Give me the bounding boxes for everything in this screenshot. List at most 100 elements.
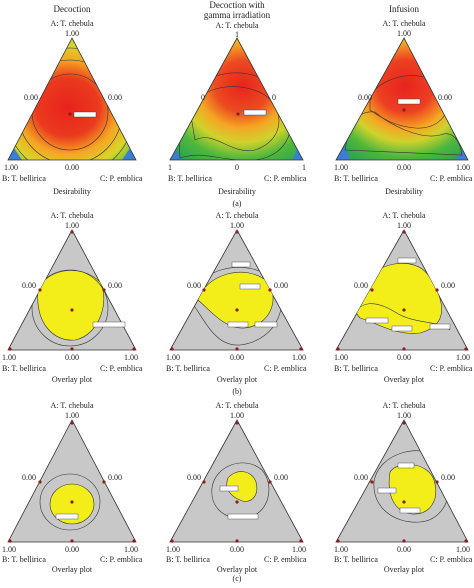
- bottom-right-value: 1: [302, 163, 306, 172]
- vertex-label-a: A: T. chebula: [50, 401, 93, 410]
- bottom-left-value: 1.00: [4, 163, 18, 172]
- vertex-label-a: A: T. chebula: [215, 401, 258, 410]
- panel-title-line2: gamma irradiation: [204, 10, 271, 20]
- left-axis-value: 0.00: [22, 473, 36, 482]
- design-point: [102, 480, 106, 484]
- bottom-center-value: 0.00: [230, 545, 244, 554]
- contour-label-flag: [239, 283, 261, 290]
- panel-title: Decoction: [54, 4, 91, 14]
- right-axis-value: 0.00: [274, 281, 288, 290]
- panel-overlay-c3: A: T. chebula 1.00 0.00 0.00 1.00 0.00 1…: [334, 401, 473, 574]
- design-point: [70, 500, 74, 504]
- design-point: [235, 230, 239, 234]
- design-point: [299, 347, 303, 351]
- feasible-region: [355, 263, 442, 334]
- contour-label-flag: [397, 257, 417, 264]
- vertex-label-c: C: P. emblica: [430, 364, 473, 373]
- design-point: [202, 480, 206, 484]
- left-axis-value: 0.00: [187, 473, 201, 482]
- left-axis-value: 0: [201, 93, 205, 102]
- bottom-right-value: 1.00: [456, 353, 470, 362]
- x-axis-label: Overlay plot: [384, 565, 425, 574]
- left-axis-value: 0.00: [354, 281, 368, 290]
- bottom-center-value: 0.00: [397, 545, 411, 554]
- design-point: [38, 480, 42, 484]
- vertex-label-c: C: P. emblica: [100, 555, 143, 564]
- vertex-value-a: 1: [235, 30, 239, 39]
- design-point: [132, 539, 136, 543]
- x-axis-label: Desirability: [53, 187, 91, 196]
- feasible-region: [37, 270, 105, 341]
- vertex-value-a: 1.00: [397, 29, 411, 38]
- design-point: [70, 230, 74, 234]
- bottom-center-value: 0.00: [230, 353, 244, 362]
- vertex-label-a: A: T. chebula: [215, 21, 258, 30]
- panel-title: Decoction with: [209, 0, 265, 10]
- vertex-value-a: 1.00: [397, 411, 411, 420]
- left-axis-value: 0.00: [354, 473, 368, 482]
- vertex-value-a: 1.00: [65, 411, 79, 420]
- contour-label-flag: [219, 485, 239, 492]
- design-point: [402, 347, 406, 351]
- bottom-center-value: 0.00: [397, 163, 411, 172]
- design-point: [402, 500, 406, 504]
- design-point: [236, 112, 240, 116]
- panel-overlay-c1: A: T. chebula 1.00 0.00 0.00 1.00 0.00 1…: [2, 401, 143, 574]
- x-axis-label: Overlay plot: [217, 565, 258, 574]
- ternary-triangle: [169, 37, 304, 161]
- panel-desirability-infusion: Infusion A: T. chebula 1.00 0.00 0.00 1.…: [334, 4, 473, 196]
- bottom-right-value: 1.00: [292, 353, 306, 362]
- design-point: [235, 421, 239, 425]
- constraint-contour: [31, 269, 109, 347]
- vertex-value-a: 1.00: [65, 221, 79, 230]
- contour-label-flag: [397, 462, 415, 469]
- vertex-label-b: B: T. bellirica: [2, 364, 46, 373]
- vertex-label-b: B: T. bellirica: [2, 174, 46, 183]
- vertex-label-a: A: T. chebula: [50, 211, 93, 220]
- x-axis-label: Desirability: [218, 187, 256, 196]
- design-point: [235, 500, 239, 504]
- desirability-surface: [8, 38, 136, 160]
- contour-label-flag: [399, 507, 421, 514]
- vertex-label-b: B: T. bellirica: [334, 364, 378, 373]
- design-point: [102, 288, 106, 292]
- design-point: [464, 539, 468, 543]
- design-point: [336, 539, 340, 543]
- vertex-label-b: B: T. bellirica: [2, 555, 46, 564]
- feasible-region: [226, 471, 258, 502]
- right-axis-value: 0.00: [274, 473, 288, 482]
- design-point: [435, 480, 439, 484]
- design-point: [464, 347, 468, 351]
- design-point: [268, 288, 272, 292]
- vertex-label-a: A: T. chebula: [50, 19, 93, 28]
- right-axis-value: 0.00: [441, 281, 455, 290]
- bottom-left-value: 1.00: [334, 163, 348, 172]
- right-axis-value: 0.00: [438, 93, 452, 102]
- optimum-flag: [243, 109, 267, 116]
- vertex-label-c: C: P. emblica: [264, 364, 307, 373]
- row-label-c: (c): [233, 574, 242, 583]
- bottom-center-value: 0.00: [65, 163, 79, 172]
- design-point: [402, 421, 406, 425]
- bottom-right-value: 1.00: [292, 545, 306, 554]
- vertex-label-a: A: T. chebula: [382, 19, 425, 28]
- vertex-label-c: C: P. emblica: [430, 174, 473, 183]
- contour-label-flag: [391, 325, 413, 332]
- design-point: [235, 308, 239, 312]
- design-point: [68, 112, 72, 116]
- panel-overlay-b2: A: T. chebula 1.00 0.00 0.00 1.00 0.00 1…: [166, 211, 307, 384]
- left-axis-value: 0.00: [187, 281, 201, 290]
- bottom-center-value: 0: [235, 163, 239, 172]
- vertex-label-b: B: T. bellirica: [166, 364, 210, 373]
- bottom-right-value: 1.00: [124, 545, 138, 554]
- vertex-label-a: A: T. chebula: [215, 211, 258, 220]
- vertex-label-a: A: T. chebula: [382, 401, 425, 410]
- panel-overlay-c2: A: T. chebula 1.00 0.00 0.00 1.00 0.00 1…: [166, 401, 307, 574]
- design-point: [370, 480, 374, 484]
- bottom-center-value: 0.00: [65, 353, 79, 362]
- contour-label-flag: [227, 321, 249, 328]
- contour-label-flag: [55, 513, 79, 520]
- contour-label-flag: [227, 513, 259, 520]
- design-point: [170, 347, 174, 351]
- contour-label-flag: [92, 321, 126, 328]
